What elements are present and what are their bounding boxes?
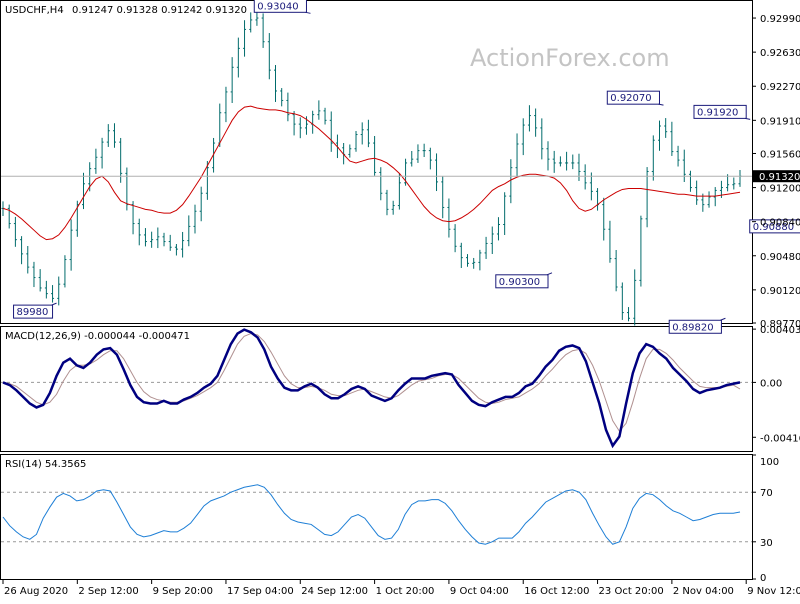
macd-header: MACD(12,26,9) -0.000044 -0.000471 <box>5 331 190 342</box>
time-tick-label: 17 Sep 04:00 <box>227 586 294 597</box>
watermark: ActionForex.com <box>470 44 670 72</box>
rsi-tick-label: 30 <box>760 538 773 549</box>
moving-average-layer <box>1 105 752 241</box>
time-tick-label: 9 Sep 20:00 <box>153 586 213 597</box>
price-callout-label: 0.93040 <box>257 1 298 12</box>
rsi-line <box>2 484 741 545</box>
price-callout-label: 0.90300 <box>499 277 540 288</box>
price-callout-box <box>495 274 549 289</box>
time-tick-label: 23 Oct 20:00 <box>599 586 664 597</box>
time-tick-label: 16 Oct 12:00 <box>524 586 589 597</box>
price-axis: 0.92990 0.92630 0.92270 0.91910 0.91560 0.912… <box>752 14 800 330</box>
current-price-label: 0.91320 <box>759 172 800 183</box>
price-callout-label: 89980 <box>17 307 49 318</box>
moving-average-line <box>2 105 741 241</box>
price-callout-pointer <box>658 103 664 106</box>
rsi-header: RSI(14) 54.3565 <box>5 459 86 470</box>
price-callout-label: 0.91920 <box>697 107 738 118</box>
price-tick-label: 0.92630 <box>760 48 800 59</box>
time-tick-label: 24 Sep 12:00 <box>301 586 368 597</box>
price-tick-label: 0.90480 <box>760 252 800 263</box>
macd-tick-label: 0.004039 <box>760 325 800 336</box>
price-callout-box <box>606 90 660 105</box>
price-callout-pointer <box>720 317 726 321</box>
macd-layer: 0.004039 0.00 -0.00416 <box>1 325 800 449</box>
current-price-tag <box>753 170 800 183</box>
price-tick-label: 0.91560 <box>760 149 800 160</box>
price-callout-pointer <box>51 302 57 306</box>
price-header-ohlc: 0.91247 0.91328 0.91242 0.91320 <box>72 5 247 16</box>
time-axis: 26 Aug 2020 2 Sep 12:00 9 Sep 20:00 17 Sep … <box>2 579 800 597</box>
price-pane-frame <box>0 0 753 324</box>
time-tick-label: 26 Aug 2020 <box>4 586 68 597</box>
macd-tick-label: -0.00416 <box>760 433 800 444</box>
price-tick-label: 0.90120 <box>760 286 800 297</box>
price-header-symbol: USDCHF,H4 <box>5 5 64 16</box>
price-callout-pointer <box>745 117 751 120</box>
price-callout-pointer <box>305 11 311 14</box>
time-tick-label: 2 Sep 12:00 <box>78 586 138 597</box>
time-tick-label: 2 Nov 04:00 <box>673 586 734 597</box>
price-tick-label: 0.92270 <box>760 82 800 93</box>
rsi-tick-label: 100 <box>760 457 779 468</box>
time-tick-label: 9 Nov 12:00 <box>747 586 800 597</box>
price-tick-label: 0.91910 <box>760 116 800 127</box>
price-callout-box <box>253 0 307 13</box>
price-callout-label: 0.90880 <box>753 222 794 233</box>
macd-signal-line <box>2 333 741 433</box>
price-callout-label: 0.92070 <box>610 93 651 104</box>
price-tick-label: 0.92990 <box>760 14 800 25</box>
price-callout-layer: 0.93040 0.92070 0.91920 0.90880 0.90300 0.898… <box>13 0 800 334</box>
price-callout-box <box>693 104 747 119</box>
rsi-layer: 100 70 30 0 <box>1 454 779 584</box>
price-callout-box <box>13 304 54 319</box>
macd-line <box>2 328 741 449</box>
rsi-tick-label: 0 <box>760 573 766 584</box>
macd-pane-frame <box>0 326 753 452</box>
time-tick-label: 9 Oct 04:00 <box>450 586 509 597</box>
time-tick-label: 1 Oct 20:00 <box>376 586 435 597</box>
price-callout-box <box>668 319 722 334</box>
price-tick-label: 0.91200 <box>760 184 800 195</box>
price-callout-label: 0.89820 <box>672 322 713 333</box>
price-tick-label: 0.89770 <box>760 319 800 330</box>
price-tick-label: 0.90840 <box>760 218 800 229</box>
rsi-pane-frame <box>0 454 753 580</box>
macd-tick-label: 0.00 <box>760 378 782 389</box>
rsi-tick-label: 70 <box>760 488 773 499</box>
price-callout-box <box>749 219 800 234</box>
price-callout-pointer <box>546 272 553 276</box>
